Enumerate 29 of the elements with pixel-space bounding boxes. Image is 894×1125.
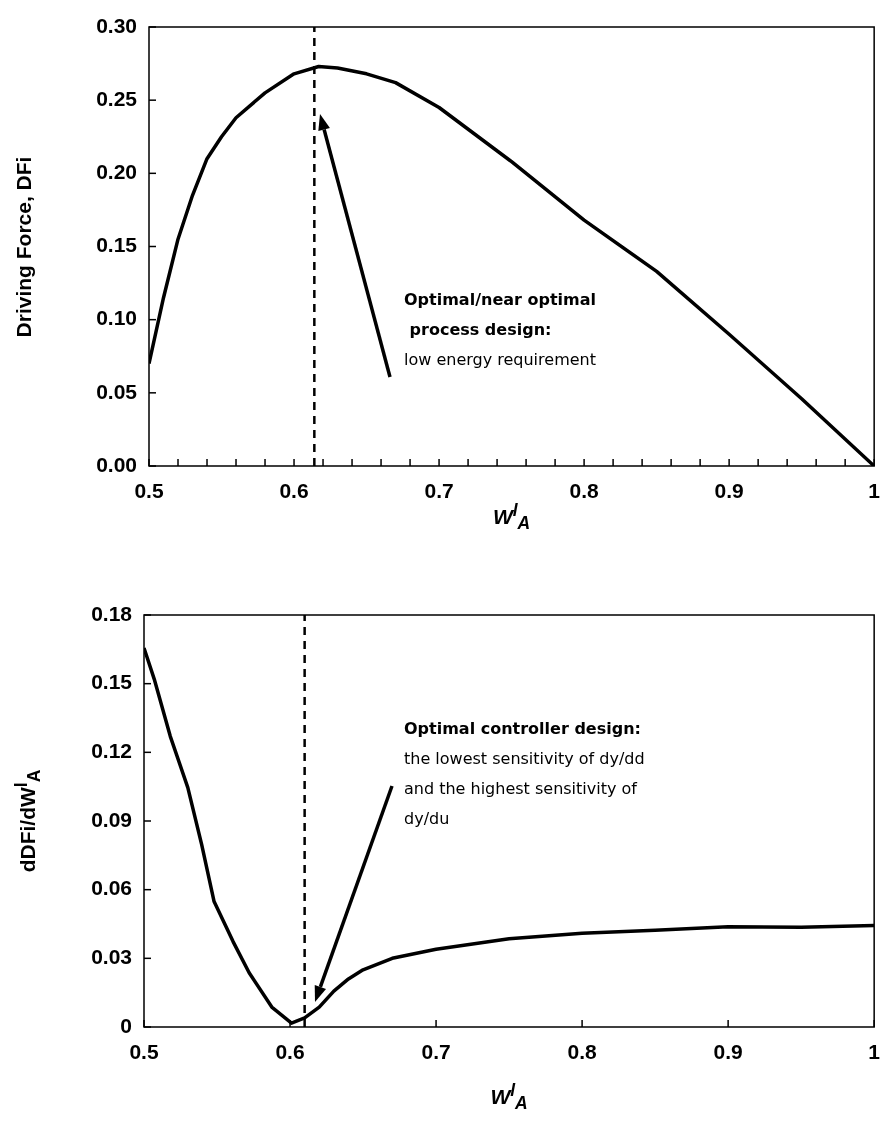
x-tick-label: 0.5 [129, 1040, 159, 1064]
y-tick-label: 0.18 [91, 601, 133, 625]
y-tick-label: 0.09 [91, 807, 132, 831]
y-tick-label: 0.06 [91, 876, 132, 900]
y-axis-title: Driving Force, DFi [12, 156, 36, 337]
x-tick-label: 1 [868, 1040, 881, 1064]
y-tick-label: 0.25 [96, 86, 138, 110]
annotation: Optimal/near optimal process design: low energy requirement [404, 289, 597, 371]
y-tick-label: 0.15 [96, 233, 138, 257]
y-tick-label: 0.00 [96, 452, 137, 476]
x-tick-label: 0.7 [424, 479, 454, 503]
y-tick-label: 0.10 [96, 306, 137, 330]
y-tick-label: 0.20 [96, 160, 137, 184]
y-tick-label: 0 [120, 1013, 132, 1037]
x-tick-label: 0.5 [134, 479, 164, 503]
y-tick-label: 0.03 [91, 945, 132, 969]
y-tick-label: 0.15 [91, 670, 133, 694]
annotation: Optimal controller design: the lowest sensitivity of dy/dd and the highest sensitivity of dy/du [404, 718, 645, 830]
y-tick-label: 0.30 [96, 13, 137, 37]
x-tick-label: 0.6 [279, 479, 309, 503]
y-tick-label: 0.05 [96, 379, 138, 403]
x-tick-label: 0.9 [713, 1040, 743, 1064]
x-tick-label: 0.6 [275, 1040, 305, 1064]
x-tick-label: 0.8 [569, 479, 600, 503]
x-tick-label: 0.7 [421, 1040, 451, 1064]
y-tick-label: 0.12 [91, 739, 132, 763]
x-tick-label: 0.8 [567, 1040, 598, 1064]
x-tick-label: 1 [868, 479, 881, 503]
x-tick-label: 0.9 [714, 479, 744, 503]
